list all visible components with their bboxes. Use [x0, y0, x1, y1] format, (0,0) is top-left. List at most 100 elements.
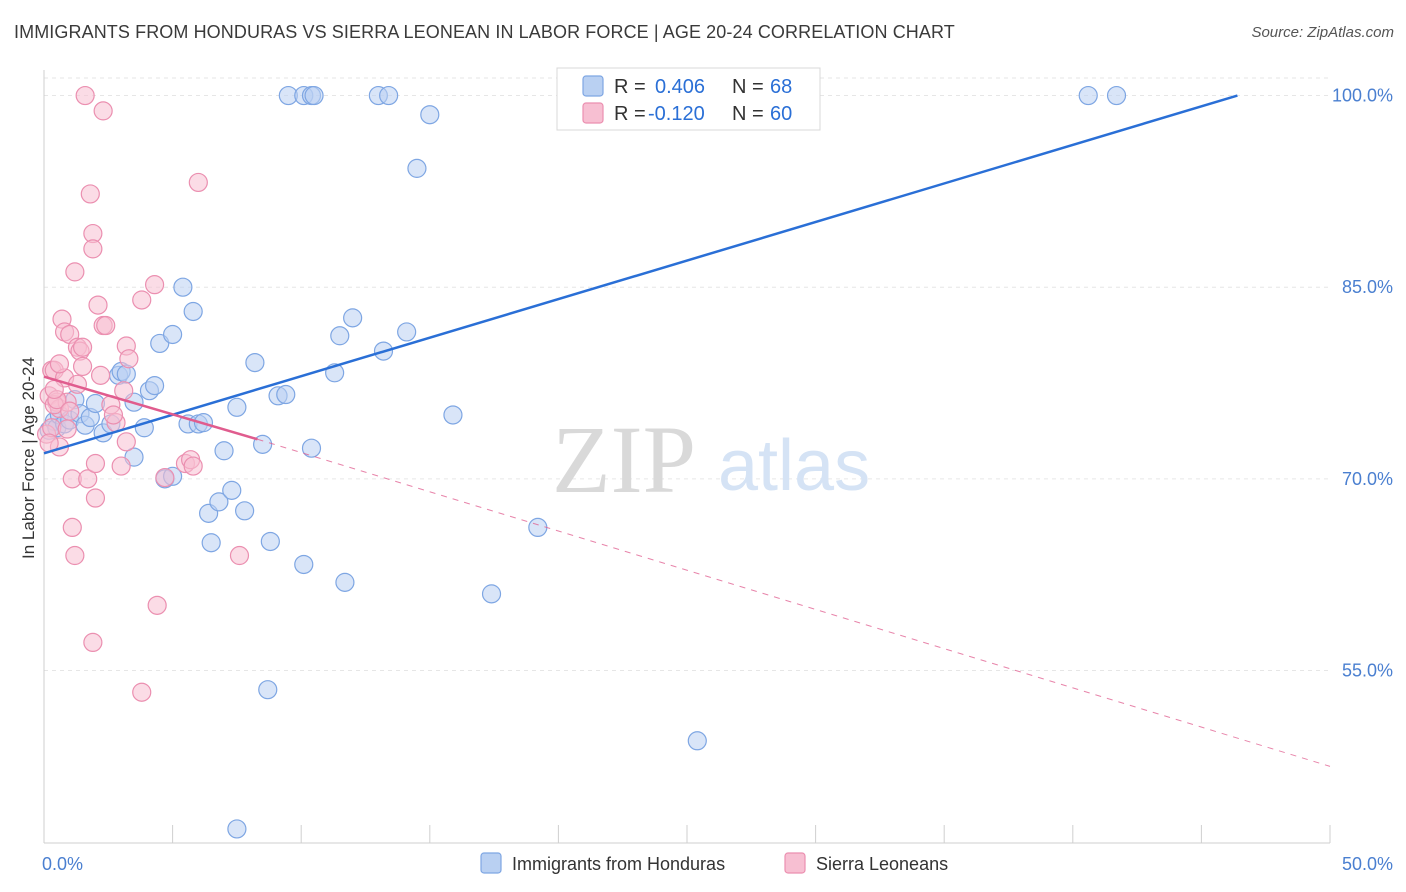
point-sierra-leonean [83, 239, 103, 259]
point-sierra-leonean [96, 315, 116, 336]
point-honduras [144, 375, 165, 396]
axes [43, 70, 1331, 844]
point-sierra-leonean [72, 337, 93, 357]
y-tick-label: 70.0% [1342, 469, 1393, 489]
point-honduras [335, 572, 355, 592]
gridlines [44, 77, 1330, 672]
y-tick-labels: 55.0% 70.0% 85.0% 100.0% [1332, 86, 1393, 681]
point-sierra-leonean [147, 595, 167, 615]
point-sierra-leonean [57, 419, 77, 439]
point-sierra-leonean [72, 356, 93, 377]
top-legend: R = 0.406 N = 68 R = -0.120 N = 60 [556, 67, 821, 131]
point-sierra-leonean [132, 682, 152, 702]
point-sierra-leonean [155, 467, 175, 488]
point-sierra-leonean [85, 453, 106, 474]
point-sierra-leonean [88, 295, 108, 315]
point-sierra-leonean [83, 632, 103, 653]
point-honduras [407, 158, 427, 178]
point-honduras [276, 384, 296, 405]
point-honduras [687, 731, 707, 751]
bottom-legend-label-sierra-leonean: Sierra Leoneans [816, 854, 948, 874]
legend-n-label-honduras: N = [732, 76, 764, 98]
bottom-legend: Immigrants from Honduras Sierra Leoneans [480, 852, 948, 874]
point-sierra-leonean [229, 545, 250, 566]
point-sierra-leonean [188, 172, 208, 193]
point-sierra-leonean [62, 517, 82, 538]
trend-lines [43, 94, 1331, 767]
point-honduras [1078, 85, 1098, 106]
point-sierra-leonean [90, 365, 111, 385]
point-sierra-leonean [111, 456, 131, 476]
watermark-zip: ZIP [552, 406, 696, 513]
legend-n-value-honduras: 68 [770, 76, 792, 98]
point-honduras [397, 322, 417, 342]
point-honduras [227, 819, 247, 839]
legend-r-label-honduras: R = [614, 76, 646, 98]
x-tick-labels: 0.0% 50.0% [42, 854, 1393, 874]
point-sierra-leonean [80, 184, 100, 204]
point-sierra-leonean [116, 432, 136, 452]
point-honduras [222, 480, 242, 500]
chart-source: Source: ZipAtlas.com [1251, 24, 1394, 41]
legend-r-value-sierra-leonean: -0.120 [648, 103, 705, 125]
y-tick-label: 85.0% [1342, 277, 1393, 297]
point-honduras [201, 533, 221, 553]
point-sierra-leonean [65, 545, 85, 566]
point-honduras [134, 418, 154, 438]
legend-r-label-sierra-leonean: R = [614, 103, 646, 125]
point-honduras [245, 352, 265, 373]
chart-title: IMMIGRANTS FROM HONDURAS VS SIERRA LEONE… [14, 22, 955, 42]
watermark-atlas: atlas [718, 426, 870, 506]
point-honduras [330, 326, 350, 346]
point-sierra-leonean [75, 85, 95, 106]
legend-n-label-sierra-leonean: N = [732, 103, 764, 125]
legend-n-value-sierra-leonean: 60 [770, 103, 792, 125]
legend-swatch-honduras [582, 75, 604, 97]
point-honduras [260, 531, 280, 552]
point-honduras [173, 277, 193, 297]
point-honduras [294, 554, 314, 575]
x-tick-label-max: 50.0% [1342, 854, 1393, 874]
point-honduras [214, 441, 234, 461]
legend-swatch-sierra-leonean [582, 102, 604, 124]
point-sierra-leonean [60, 401, 80, 421]
trend-line-honduras [43, 94, 1238, 455]
point-honduras [183, 301, 203, 322]
point-honduras [481, 584, 502, 604]
legend-r-value-honduras: 0.406 [655, 76, 705, 98]
point-sierra-leonean [132, 290, 152, 310]
point-honduras [343, 308, 363, 328]
point-sierra-leonean [119, 349, 139, 369]
y-axis-label-group: In Labor Force | Age 20-24 [19, 357, 38, 559]
point-sierra-leonean [78, 469, 98, 489]
point-sierra-leonean [85, 488, 106, 508]
point-honduras [163, 324, 183, 345]
data-points [36, 85, 1127, 839]
point-sierra-leonean [49, 354, 70, 374]
point-honduras [304, 85, 324, 106]
point-honduras [258, 680, 278, 700]
point-sierra-leonean [93, 101, 113, 121]
bottom-legend-swatch-honduras [480, 852, 502, 874]
point-honduras [528, 517, 548, 538]
point-honduras [227, 397, 247, 417]
point-sierra-leonean [183, 456, 203, 476]
x-tick-label-min: 0.0% [42, 854, 83, 874]
bottom-legend-swatch-sierra-leonean [784, 852, 806, 874]
point-sierra-leonean [44, 379, 64, 400]
point-honduras [420, 105, 440, 125]
point-honduras [235, 501, 255, 521]
point-sierra-leonean [65, 262, 85, 282]
point-honduras [301, 438, 322, 458]
y-axis-label: In Labor Force | Age 20-24 [19, 357, 38, 559]
bottom-legend-label-honduras: Immigrants from Honduras [512, 854, 725, 874]
point-honduras [443, 405, 463, 425]
point-sierra-leonean [144, 275, 165, 295]
point-honduras [379, 85, 399, 106]
point-honduras [1106, 85, 1127, 106]
trend-line-sierra-leonean [43, 375, 258, 441]
point-sierra-leonean [103, 405, 124, 425]
watermark: ZIP atlas [552, 406, 870, 513]
y-tick-label: 100.0% [1332, 86, 1393, 106]
